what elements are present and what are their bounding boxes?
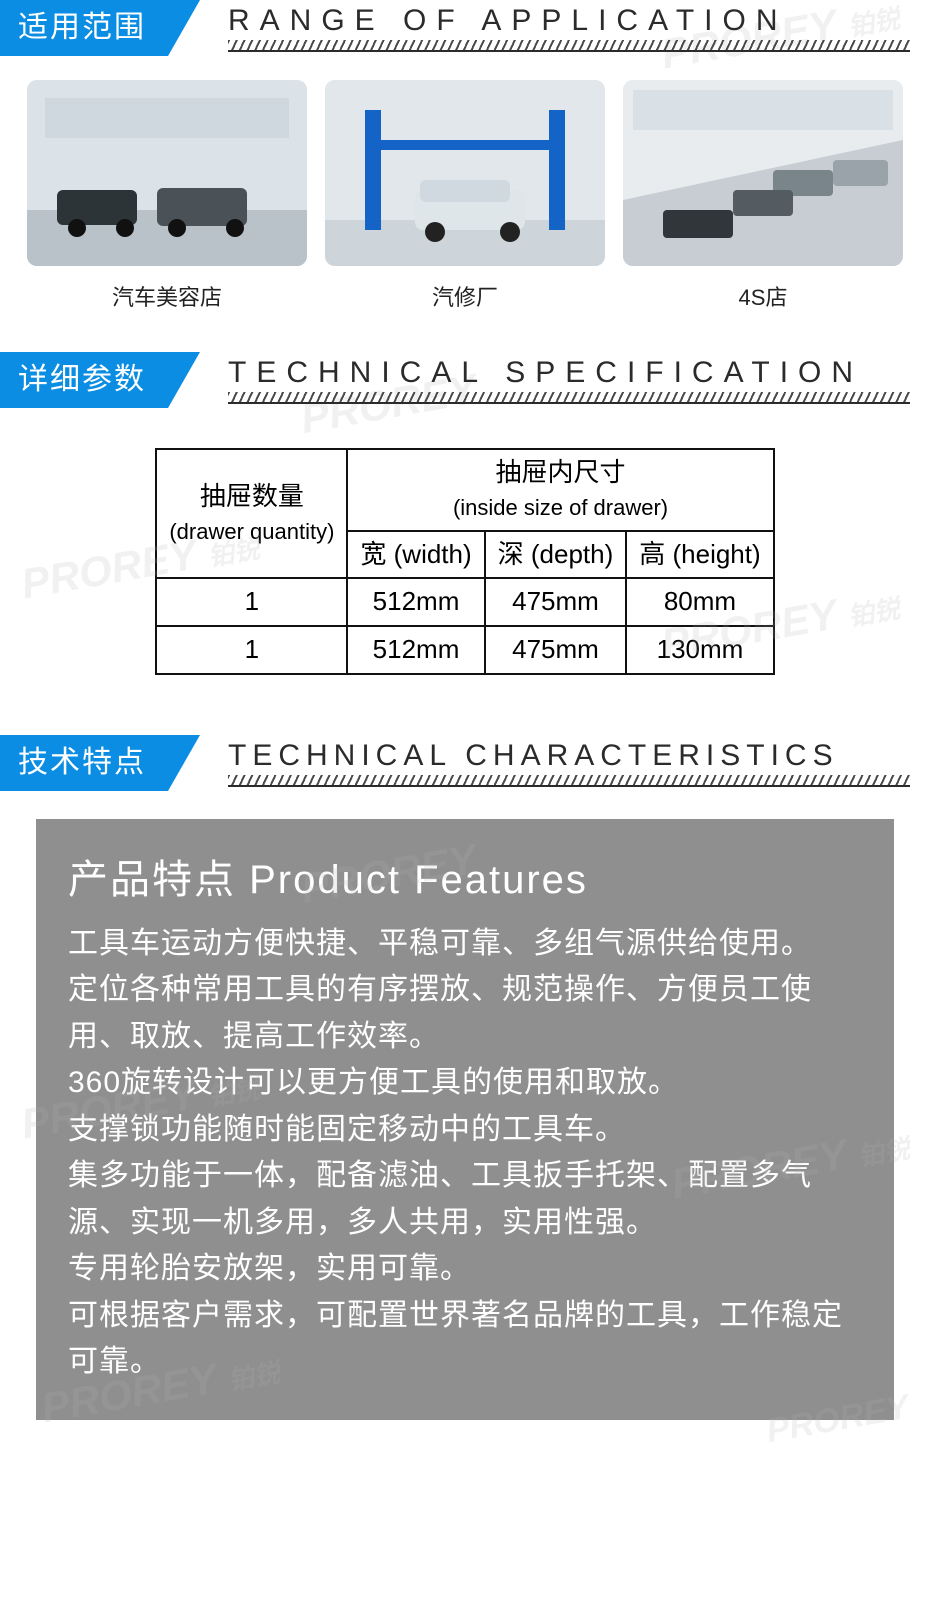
features-line: 工具车运动方便快捷、平稳可靠、多组气源供给使用。 [68, 921, 862, 968]
section-header-spec: 详细参数 TECHNICAL SPECIFICATION [0, 352, 930, 408]
th-qty: 抽屉数量 (drawer quantity) [156, 449, 347, 578]
cell-depth: 475mm [485, 578, 627, 626]
th-size: 抽屉内尺寸 (inside size of drawer) [347, 449, 773, 531]
cell-qty: 1 [156, 626, 347, 674]
section-tag: 详细参数 [0, 352, 168, 408]
section-en-title: TECHNICAL SPECIFICATION [228, 356, 910, 390]
application-gallery: 汽车美容店 汽修厂 [0, 80, 930, 322]
gallery-caption: 汽修厂 [325, 280, 605, 312]
features-line: 360旋转设计可以更方便工具的使用和取放。 [68, 1060, 862, 1107]
features-line: 专用轮胎安放架，实用可靠。 [68, 1246, 862, 1293]
th-height: 高 (height) [626, 531, 773, 579]
gallery-card: 汽车美容店 [27, 80, 307, 312]
gallery-caption: 4S店 [623, 280, 903, 312]
section-en-title: RANGE OF APPLICATION [228, 4, 910, 38]
features-line: 可根据客户需求，可配置世界著名品牌的工具，工作稳定可靠。 [68, 1293, 862, 1386]
gallery-card: 4S店 [623, 80, 903, 312]
table-row: 1 512mm 475mm 80mm [156, 578, 773, 626]
gallery-caption: 汽车美容店 [27, 280, 307, 312]
th-depth: 深 (depth) [485, 531, 627, 579]
gallery-card: 汽修厂 [325, 80, 605, 312]
divider-hatch [228, 775, 910, 787]
gallery-image [325, 80, 605, 266]
section-en-title: TECHNICAL CHARACTERISTICS [228, 739, 910, 773]
th-width: 宽 (width) [347, 531, 484, 579]
cell-width: 512mm [347, 578, 484, 626]
features-line: 集多功能于一体，配备滤油、工具扳手托架、配置多气源、实现一机多用，多人共用，实用… [68, 1153, 862, 1246]
cell-depth: 475mm [485, 626, 627, 674]
cell-height: 80mm [626, 578, 773, 626]
divider-hatch [228, 392, 910, 404]
cell-qty: 1 [156, 578, 347, 626]
section-header-application: 适用范围 RANGE OF APPLICATION [0, 0, 930, 56]
features-panel: 产品特点 Product Features 工具车运动方便快捷、平稳可靠、多组气… [36, 819, 894, 1420]
section-tag: 适用范围 [0, 0, 168, 56]
cell-height: 130mm [626, 626, 773, 674]
spec-table: 抽屉数量 (drawer quantity) 抽屉内尺寸 (inside siz… [155, 448, 774, 675]
table-row: 1 512mm 475mm 130mm [156, 626, 773, 674]
features-line: 支撑锁功能随时能固定移动中的工具车。 [68, 1107, 862, 1154]
cell-width: 512mm [347, 626, 484, 674]
gallery-image [27, 80, 307, 266]
features-line: 定位各种常用工具的有序摆放、规范操作、方便员工使用、取放、提高工作效率。 [68, 967, 862, 1060]
divider-hatch [228, 40, 910, 52]
gallery-image [623, 80, 903, 266]
section-header-tech: 技术特点 TECHNICAL CHARACTERISTICS [0, 735, 930, 791]
features-title: 产品特点 Product Features [68, 847, 862, 905]
section-tag: 技术特点 [0, 735, 168, 791]
